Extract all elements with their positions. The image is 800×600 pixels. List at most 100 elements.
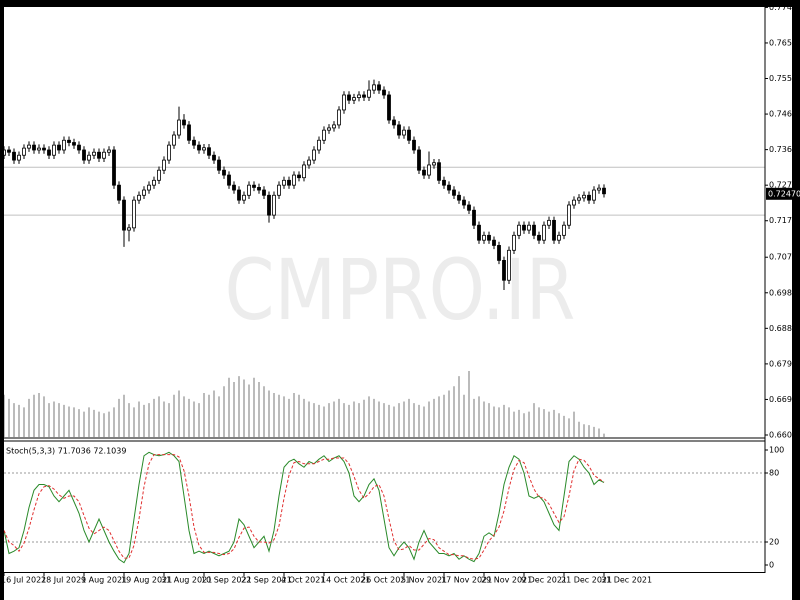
candle-body <box>587 194 591 201</box>
candle-body <box>132 199 136 229</box>
candle-body <box>7 149 11 153</box>
candle-body <box>127 227 131 231</box>
candle-body <box>532 224 536 236</box>
candle-body <box>522 224 526 231</box>
candle-body <box>357 94 361 98</box>
candle-body <box>72 142 76 146</box>
candle-body <box>17 154 21 161</box>
candle-body <box>212 154 216 161</box>
candle-body <box>217 159 221 171</box>
candle-body <box>337 109 341 126</box>
candle-body <box>107 149 111 153</box>
candle-body <box>547 219 551 226</box>
candle-body <box>307 159 311 166</box>
candle-body <box>67 139 71 143</box>
candle-body <box>202 147 206 151</box>
candle-body <box>517 224 521 236</box>
candle-body <box>182 119 186 126</box>
candle-body <box>122 199 126 231</box>
y-tick-label: 0.76500 <box>769 38 800 47</box>
x-tick-label: 9 Dec 2021 <box>521 576 567 585</box>
candle-body <box>147 184 151 191</box>
candle-body <box>462 199 466 206</box>
candle-body <box>287 179 291 186</box>
candle-body <box>252 184 256 188</box>
candle-body <box>467 204 471 211</box>
candle-body <box>582 194 586 199</box>
candle-body <box>37 147 41 151</box>
candle-body <box>4 149 6 156</box>
candle-body <box>237 189 241 201</box>
candle-body <box>207 147 211 156</box>
candle-body <box>332 124 336 129</box>
candle-body <box>272 194 276 216</box>
y-tick-label: 0.68875 <box>769 324 800 333</box>
candle-body <box>277 184 281 196</box>
candle-body <box>452 189 456 196</box>
indicator-line <box>4 451 605 564</box>
candle-body <box>222 169 226 176</box>
candle-body <box>442 179 446 186</box>
candle-body <box>157 169 161 181</box>
candle-body <box>567 204 571 226</box>
candle-body <box>417 149 421 171</box>
candle-body <box>552 219 556 241</box>
candle-body <box>162 159 166 171</box>
x-tick-label: 16 Jul 2021 <box>1 576 46 585</box>
candle-body <box>387 94 391 121</box>
candle-body <box>577 197 581 201</box>
candle-body <box>402 129 406 136</box>
candle-body <box>482 234 486 241</box>
candle-body <box>472 209 476 226</box>
y-tick-label: 80 <box>769 469 779 478</box>
candle-body <box>292 174 296 186</box>
y-tick-label: 0.71750 <box>769 216 800 225</box>
candle-body <box>592 189 596 201</box>
x-tick-label: 5 Nov 2021 <box>401 576 447 585</box>
candle-body <box>172 134 176 146</box>
candle-body <box>282 179 286 186</box>
candle-body <box>167 144 171 161</box>
candle-body <box>542 224 546 241</box>
candle-body <box>377 84 381 91</box>
candle-body <box>447 184 451 191</box>
candle-body <box>492 239 496 246</box>
y-tick-label: 0 <box>769 561 774 570</box>
y-tick-label: 0.74600 <box>769 110 800 119</box>
candle-body <box>97 151 101 159</box>
candle-body <box>257 187 261 191</box>
candle-body <box>487 234 491 241</box>
candle-body <box>502 260 506 281</box>
y-tick-label: 0.70775 <box>769 253 800 262</box>
x-tick-label: 19 Aug 2021 <box>121 576 172 585</box>
candle-body <box>137 194 141 201</box>
candle-body <box>177 119 181 136</box>
candle-body <box>507 249 511 281</box>
y-tick-label: 0.75550 <box>769 74 800 83</box>
candle-body <box>117 184 121 201</box>
chart-background <box>4 7 792 600</box>
y-tick-label: 0.66025 <box>769 431 800 440</box>
x-tick-label: 26 Oct 2021 <box>361 576 410 585</box>
candle-body <box>77 144 81 151</box>
candle-body <box>497 245 501 261</box>
x-tick-label: 14 Oct 2021 <box>321 576 370 585</box>
candle-body <box>312 149 316 161</box>
x-tick-label: 17 Nov 2021 <box>441 576 492 585</box>
y-tick-label: 0.67925 <box>769 359 800 368</box>
candle-body <box>32 144 36 151</box>
candle-body <box>227 174 231 186</box>
candle-body <box>47 149 51 156</box>
candle-body <box>347 94 351 101</box>
candle-body <box>457 194 461 201</box>
y-tick-label: 0.77450 <box>769 3 800 12</box>
candle-body <box>87 154 91 161</box>
candle-body <box>477 224 481 241</box>
x-tick-label: 31 Aug 2021 <box>161 576 212 585</box>
candle-body <box>602 187 606 195</box>
y-tick-label: 0.69825 <box>769 288 800 297</box>
candle-body <box>62 139 66 151</box>
candle-body <box>42 147 46 151</box>
